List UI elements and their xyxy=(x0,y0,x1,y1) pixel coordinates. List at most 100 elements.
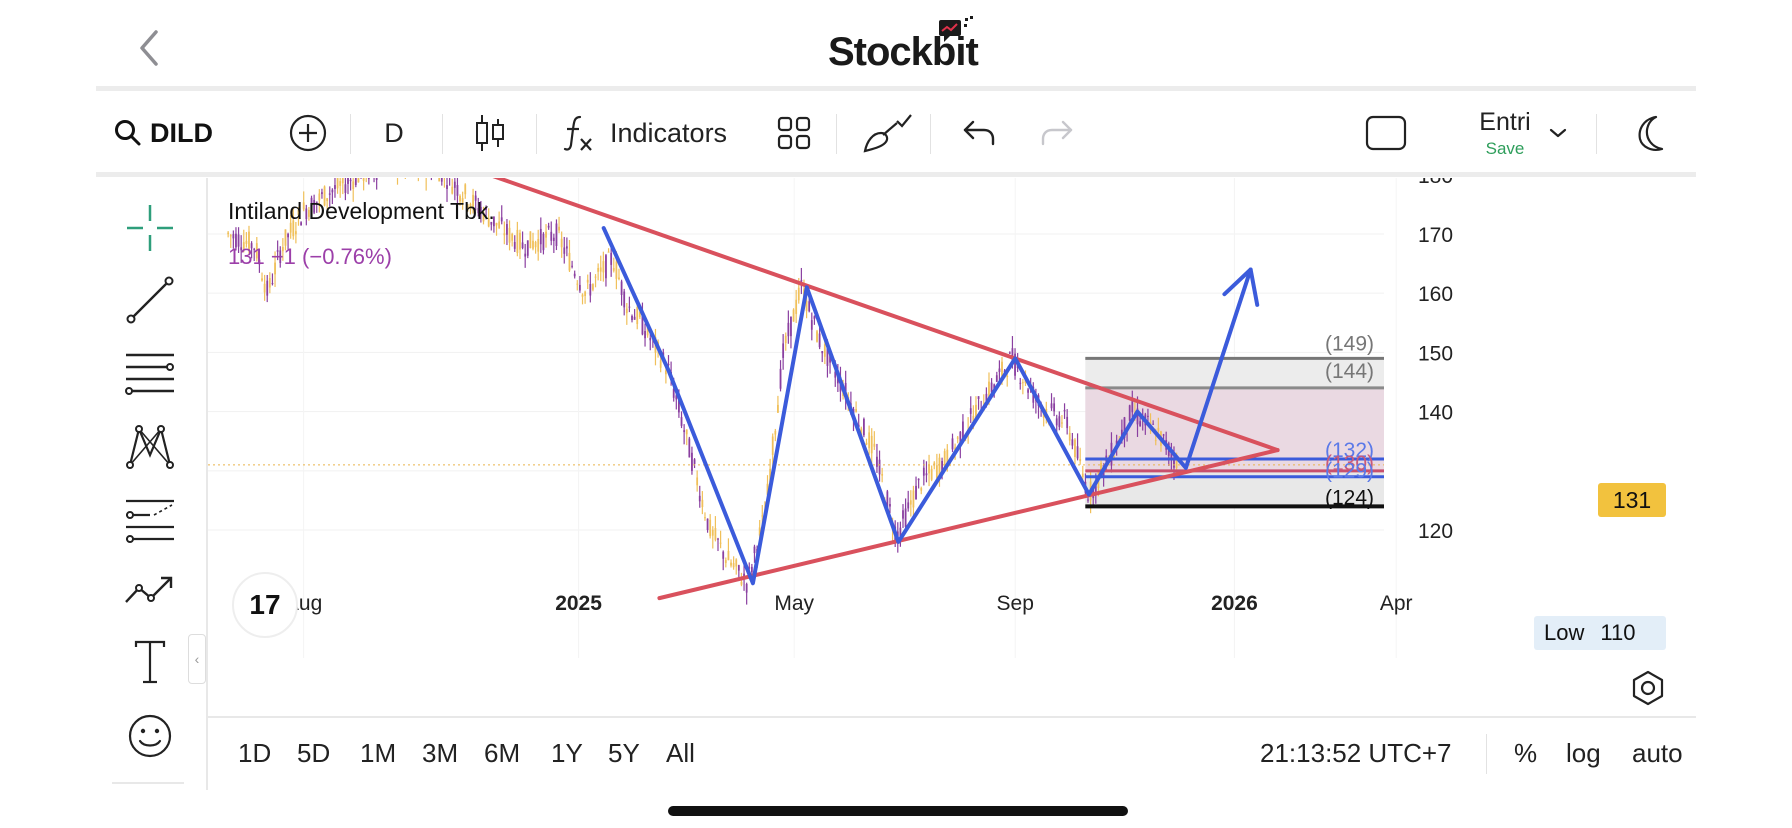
candle-body xyxy=(724,560,727,564)
range-5d-button[interactable]: 5D xyxy=(297,738,331,768)
low-label: Low xyxy=(1544,620,1585,645)
tradingview-logo-icon[interactable]: 17 xyxy=(232,572,298,638)
range-1m-button[interactable]: 1M xyxy=(360,738,397,768)
pattern-tool[interactable] xyxy=(120,416,180,476)
candle-body xyxy=(766,483,769,495)
candle-body xyxy=(1061,422,1063,424)
emoji-tool[interactable] xyxy=(120,706,180,766)
layout-dropdown-button[interactable] xyxy=(1536,94,1580,172)
candle-body xyxy=(771,436,774,455)
candle-body xyxy=(242,242,245,250)
candle-body xyxy=(941,461,943,472)
candle-body xyxy=(784,335,787,344)
fib-level-label: (124) xyxy=(1325,486,1374,509)
range-1d-button[interactable]: 1D xyxy=(238,738,272,768)
layout-save-button[interactable]: Entri Save xyxy=(1440,94,1570,172)
candle-body xyxy=(946,449,949,467)
path-arrow-tool[interactable] xyxy=(120,560,180,620)
chart-type-button[interactable] xyxy=(464,94,516,172)
candle-body xyxy=(1128,405,1131,421)
log-scale-toggle[interactable]: log xyxy=(1566,738,1601,768)
fib-level-label: (132) xyxy=(1325,439,1374,462)
back-chevron-icon[interactable] xyxy=(128,26,172,70)
layouts-grid-button[interactable] xyxy=(772,94,816,172)
range-all-button[interactable]: All xyxy=(666,738,695,768)
symbol-search-button[interactable]: DILD xyxy=(114,94,213,172)
text-tool[interactable] xyxy=(120,632,180,692)
interval-button[interactable]: D xyxy=(384,117,404,148)
candle-body xyxy=(810,320,813,330)
candle-body xyxy=(328,193,331,195)
x-axis-tick-label: Apr xyxy=(1380,592,1413,615)
chart-settings-icon[interactable] xyxy=(1628,668,1668,708)
candle-body xyxy=(321,192,323,195)
candle-body xyxy=(313,199,316,213)
candle-body xyxy=(344,184,347,193)
candle-body xyxy=(1136,408,1139,425)
candle-body xyxy=(474,195,477,201)
drawing-mode-button[interactable] xyxy=(858,94,918,172)
candle-body xyxy=(1008,352,1011,354)
fib-level-label: (144) xyxy=(1325,360,1374,383)
candle-body xyxy=(334,185,336,189)
candle-body xyxy=(610,252,613,265)
candle-body xyxy=(354,178,357,185)
range-5y-button[interactable]: 5Y xyxy=(608,738,640,768)
candle-body xyxy=(558,226,560,231)
candle-body xyxy=(592,284,594,290)
price-chart[interactable]: 180170160150140120Aug2025MaySep2026Apr(1… xyxy=(208,178,1592,718)
candle-body xyxy=(253,248,256,250)
candle-body xyxy=(1055,418,1058,426)
crosshair-tool[interactable] xyxy=(120,198,180,258)
candle-body xyxy=(761,515,764,517)
range-3m-button[interactable]: 3M xyxy=(422,738,459,768)
candle-body xyxy=(240,247,243,251)
candle-body xyxy=(969,408,972,414)
undo-button[interactable] xyxy=(954,94,1004,172)
candle-body xyxy=(258,259,261,265)
candle-body xyxy=(881,474,884,476)
candle-body xyxy=(235,233,237,248)
candle-body xyxy=(315,201,318,204)
candle-body xyxy=(341,178,344,184)
candle-body xyxy=(323,186,326,206)
fullscreen-button[interactable] xyxy=(1358,94,1414,172)
indicators-button[interactable]: Indicators xyxy=(562,94,742,172)
candle-body xyxy=(821,351,824,354)
candle-body xyxy=(451,186,454,194)
candle-body xyxy=(261,278,263,281)
redo-button[interactable] xyxy=(1032,94,1082,172)
candle-body xyxy=(876,456,878,467)
candle-body xyxy=(792,309,795,322)
bottom-divider xyxy=(208,716,1696,718)
forecast-tool[interactable] xyxy=(120,488,180,548)
candle-body xyxy=(349,179,352,182)
clock-timezone[interactable]: 21:13:52 UTC+7 xyxy=(1260,738,1452,768)
theme-toggle-button[interactable] xyxy=(1620,94,1680,172)
percent-scale-toggle[interactable]: % xyxy=(1514,738,1538,768)
candle-body xyxy=(326,198,329,202)
trendline-tool[interactable] xyxy=(120,270,180,330)
candle-body xyxy=(245,240,248,244)
collapse-toolbar-handle[interactable]: ‹ xyxy=(188,634,206,684)
candle-body xyxy=(565,246,568,249)
symbol-label: DILD xyxy=(150,117,213,148)
bottom-divider xyxy=(1486,734,1487,774)
range-1y-button[interactable]: 1Y xyxy=(551,738,583,768)
candle-body xyxy=(526,240,529,256)
candle-body xyxy=(904,508,907,527)
range-6m-button[interactable]: 6M xyxy=(484,738,521,768)
candle-body xyxy=(550,231,553,241)
candle-body xyxy=(1006,375,1009,377)
fib-levels-tool[interactable] xyxy=(120,344,180,404)
x-axis-tick-label: Sep xyxy=(997,592,1034,615)
candle-body xyxy=(521,242,524,249)
candle-body xyxy=(826,345,829,366)
candle-body xyxy=(899,527,902,537)
candlestick-icon xyxy=(476,115,504,151)
candle-body xyxy=(1076,446,1079,459)
candle-body xyxy=(1079,459,1082,462)
auto-scale-toggle[interactable]: auto xyxy=(1632,738,1683,768)
compare-symbol-button[interactable] xyxy=(278,94,338,172)
drawing-tools-panel xyxy=(112,180,188,780)
